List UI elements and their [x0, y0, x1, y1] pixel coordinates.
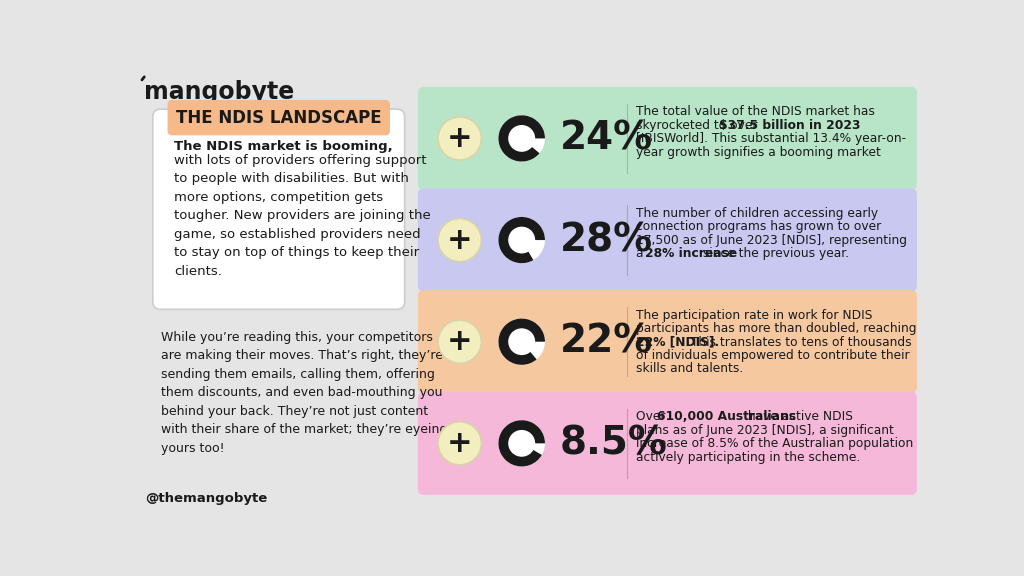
Wedge shape — [499, 115, 545, 161]
Text: mangobyte: mangobyte — [143, 80, 294, 104]
Wedge shape — [499, 420, 545, 467]
Text: Over: Over — [636, 410, 670, 423]
Text: increase of 8.5% of the Australian population: increase of 8.5% of the Australian popul… — [636, 437, 913, 450]
Text: @themangobyte: @themangobyte — [145, 492, 267, 505]
FancyBboxPatch shape — [418, 87, 916, 190]
Text: While you’re reading this, your competitors
are making their moves. That’s right: While you’re reading this, your competit… — [161, 331, 446, 455]
Text: 28% increase: 28% increase — [645, 247, 737, 260]
Text: The NDIS market is booming,: The NDIS market is booming, — [174, 140, 393, 153]
Text: 610,000 Australians: 610,000 Australians — [657, 410, 796, 423]
Circle shape — [438, 422, 481, 465]
Wedge shape — [499, 217, 545, 263]
Text: 22% [NDIS].: 22% [NDIS]. — [636, 336, 720, 348]
Text: This translates to tens of thousands: This translates to tens of thousands — [687, 336, 911, 348]
Circle shape — [499, 217, 545, 263]
Text: year growth signifies a booming market: year growth signifies a booming market — [636, 146, 882, 159]
Text: The participation rate in work for NDIS: The participation rate in work for NDIS — [636, 309, 872, 321]
Circle shape — [438, 320, 481, 363]
Text: +: + — [446, 226, 472, 255]
Text: +: + — [446, 429, 472, 458]
Text: 17,500 as of June 2023 [NDIS], representing: 17,500 as of June 2023 [NDIS], represent… — [636, 234, 907, 247]
FancyBboxPatch shape — [418, 392, 916, 495]
Circle shape — [499, 420, 545, 467]
Circle shape — [438, 218, 481, 262]
Wedge shape — [499, 319, 545, 365]
Text: a: a — [636, 247, 648, 260]
Text: $37.5 billion in 2023: $37.5 billion in 2023 — [719, 119, 860, 132]
Text: THE NDIS LANDSCAPE: THE NDIS LANDSCAPE — [176, 109, 382, 127]
Text: 22%: 22% — [560, 323, 653, 361]
Text: actively participating in the scheme.: actively participating in the scheme. — [636, 450, 860, 464]
Text: since the previous year.: since the previous year. — [699, 247, 850, 260]
FancyBboxPatch shape — [418, 290, 916, 393]
Text: 8.5%: 8.5% — [560, 425, 668, 463]
Text: skyrocketed to over: skyrocketed to over — [636, 119, 762, 132]
Circle shape — [508, 125, 536, 152]
FancyBboxPatch shape — [168, 100, 390, 135]
Text: 28%: 28% — [560, 221, 653, 259]
Circle shape — [438, 117, 481, 160]
Text: The number of children accessing early: The number of children accessing early — [636, 207, 879, 220]
Text: [IBISWorld]. This substantial 13.4% year-on-: [IBISWorld]. This substantial 13.4% year… — [636, 132, 906, 145]
Text: plans as of June 2023 [NDIS], a significant: plans as of June 2023 [NDIS], a signific… — [636, 424, 894, 437]
Text: participants has more than doubled, reaching: participants has more than doubled, reac… — [636, 322, 916, 335]
Text: connection programs has grown to over: connection programs has grown to over — [636, 221, 882, 233]
Circle shape — [508, 227, 536, 253]
Text: +: + — [446, 327, 472, 356]
Circle shape — [508, 328, 536, 355]
FancyBboxPatch shape — [153, 109, 404, 309]
Text: +: + — [446, 124, 472, 153]
Text: 24%: 24% — [560, 119, 653, 157]
Text: with lots of providers offering support
to people with disabilities. But with
mo: with lots of providers offering support … — [174, 154, 431, 278]
Text: The total value of the NDIS market has: The total value of the NDIS market has — [636, 105, 876, 118]
Circle shape — [499, 319, 545, 365]
Text: of individuals empowered to contribute their: of individuals empowered to contribute t… — [636, 349, 910, 362]
Text: skills and talents.: skills and talents. — [636, 362, 743, 376]
Circle shape — [508, 430, 536, 457]
Circle shape — [499, 115, 545, 161]
Text: have active NDIS: have active NDIS — [743, 410, 853, 423]
FancyBboxPatch shape — [418, 188, 916, 291]
